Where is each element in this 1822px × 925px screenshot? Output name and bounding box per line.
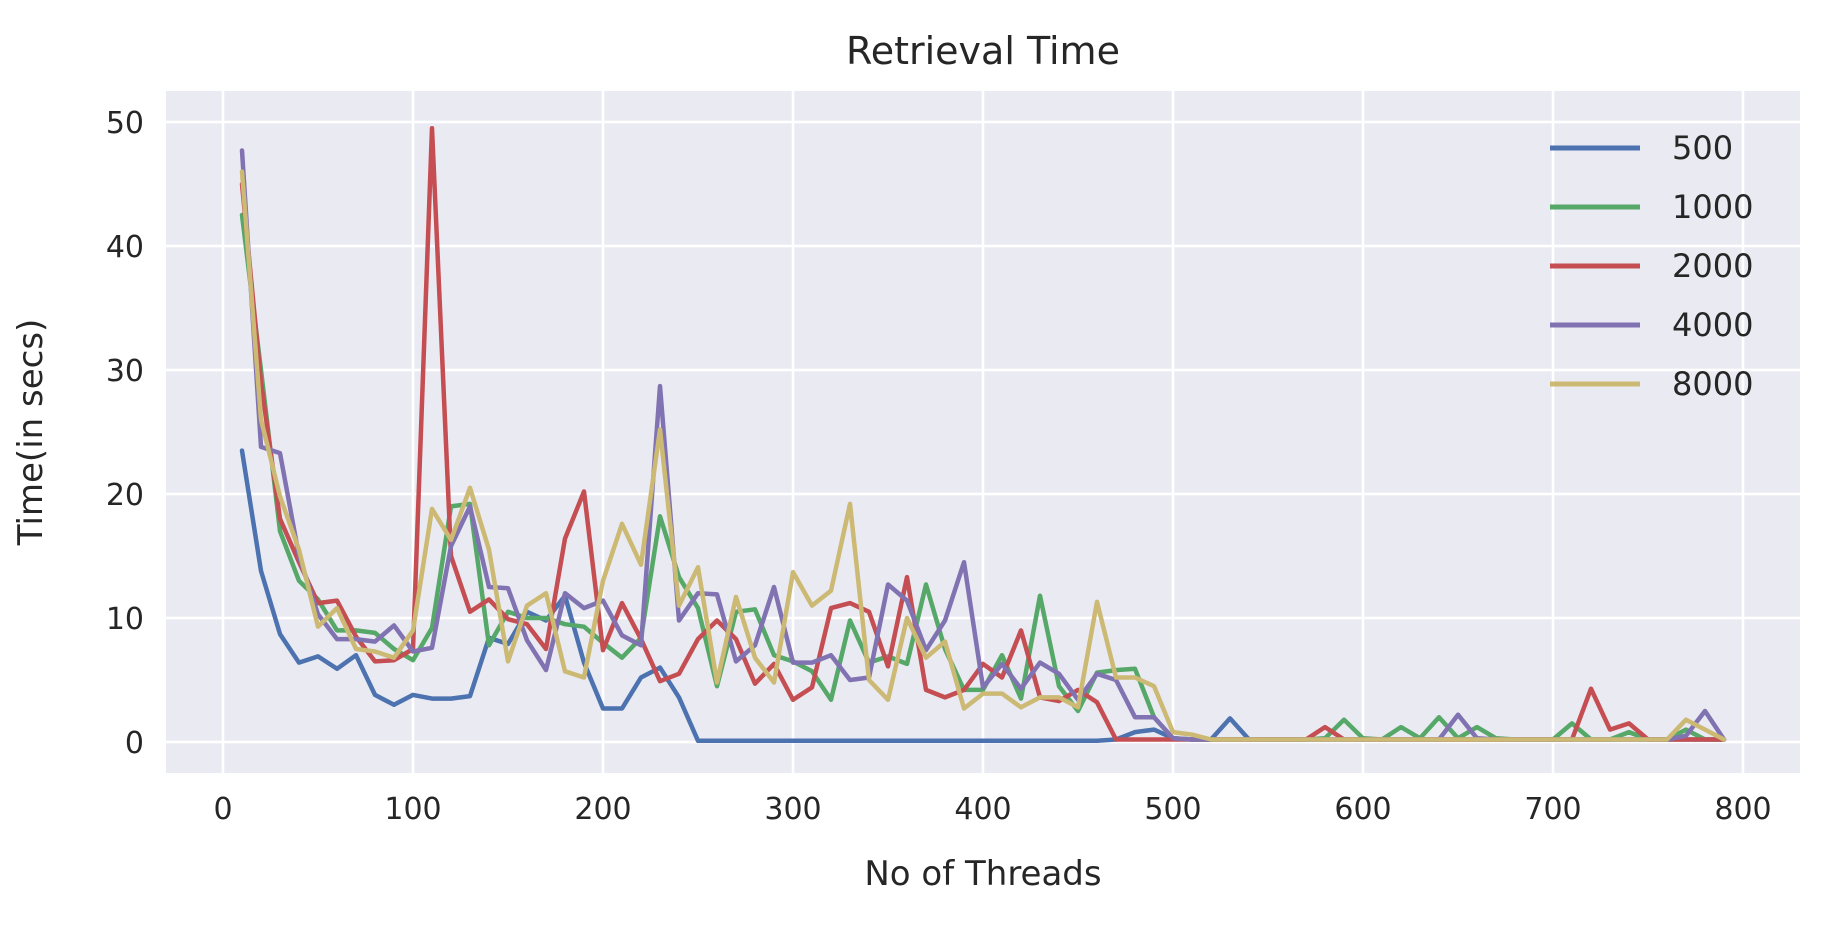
y-tick-label: 10: [106, 602, 144, 637]
legend-label: 1000: [1672, 188, 1753, 226]
x-axis-label: No of Threads: [864, 854, 1101, 894]
y-tick-label: 30: [106, 354, 144, 389]
series-line-1000: [239, 212, 1727, 742]
x-tick-label: 300: [764, 792, 821, 827]
x-tick-labels: 0 100 200 300 400 500 600 700 800: [213, 792, 1771, 827]
chart-title: Retrieval Time: [846, 29, 1120, 73]
x-tick-label: 400: [954, 792, 1011, 827]
y-tick-label: 40: [106, 230, 144, 265]
x-tick-label: 800: [1714, 792, 1771, 827]
y-axis-label: Time(in secs): [11, 319, 51, 547]
legend-label: 8000: [1672, 365, 1753, 403]
legend-label: 4000: [1672, 306, 1753, 344]
legend-label: 2000: [1672, 247, 1753, 285]
x-tick-label: 100: [384, 792, 441, 827]
x-tick-label: 700: [1524, 792, 1581, 827]
x-tick-label: 200: [574, 792, 631, 827]
series-lines: [239, 125, 1727, 744]
grid-lines: [166, 91, 1800, 773]
y-tick-label: 50: [106, 106, 144, 141]
y-tick-label: 0: [125, 726, 144, 761]
x-tick-label: 0: [213, 792, 232, 827]
legend: 500 1000 2000 4000 8000: [1550, 129, 1753, 403]
x-tick-label: 500: [1144, 792, 1201, 827]
legend-label: 500: [1672, 129, 1733, 167]
y-tick-labels: 0 10 20 30 40 50: [106, 106, 144, 761]
y-tick-label: 20: [106, 478, 144, 513]
x-tick-label: 600: [1334, 792, 1391, 827]
series-line-8000: [239, 169, 1727, 742]
